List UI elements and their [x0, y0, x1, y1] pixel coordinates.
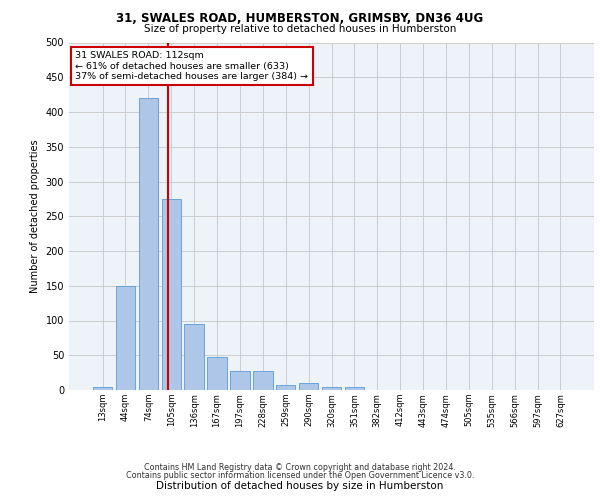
Text: 31 SWALES ROAD: 112sqm
← 61% of detached houses are smaller (633)
37% of semi-de: 31 SWALES ROAD: 112sqm ← 61% of detached… [76, 51, 308, 81]
Bar [139, 98, 158, 390]
Text: Contains HM Land Registry data © Crown copyright and database right 2024.: Contains HM Land Registry data © Crown c… [144, 464, 456, 472]
Bar [276, 385, 295, 390]
Bar [184, 324, 204, 390]
Bar [161, 199, 181, 390]
Bar [344, 387, 364, 390]
Bar [116, 286, 135, 390]
Bar [253, 370, 272, 390]
Bar [322, 386, 341, 390]
Text: Distribution of detached houses by size in Humberston: Distribution of detached houses by size … [157, 481, 443, 491]
Bar [93, 386, 112, 390]
Bar [299, 383, 319, 390]
Bar [230, 370, 250, 390]
Y-axis label: Number of detached properties: Number of detached properties [30, 140, 40, 293]
Text: 31, SWALES ROAD, HUMBERSTON, GRIMSBY, DN36 4UG: 31, SWALES ROAD, HUMBERSTON, GRIMSBY, DN… [116, 12, 484, 26]
Text: Contains public sector information licensed under the Open Government Licence v3: Contains public sector information licen… [126, 471, 474, 480]
Bar [208, 356, 227, 390]
Text: Size of property relative to detached houses in Humberston: Size of property relative to detached ho… [144, 24, 456, 34]
